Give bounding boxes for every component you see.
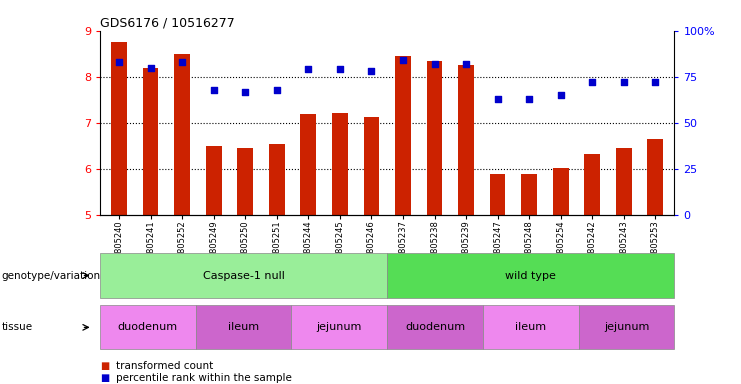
Point xyxy=(176,59,188,65)
Point xyxy=(144,65,156,71)
Text: ileum: ileum xyxy=(515,322,546,333)
Text: jejunum: jejunum xyxy=(316,322,362,333)
Point xyxy=(334,66,346,73)
Point xyxy=(207,87,219,93)
Bar xyxy=(553,168,568,215)
Bar xyxy=(521,174,537,215)
Bar xyxy=(585,154,600,215)
Bar xyxy=(206,146,222,215)
Text: jejunum: jejunum xyxy=(604,322,649,333)
Bar xyxy=(648,139,663,215)
Text: ■: ■ xyxy=(100,373,109,383)
Point xyxy=(428,61,440,67)
Text: Caspase-1 null: Caspase-1 null xyxy=(203,270,285,281)
Text: duodenum: duodenum xyxy=(405,322,465,333)
Bar xyxy=(111,42,127,215)
Text: transformed count: transformed count xyxy=(116,361,213,371)
Text: ■: ■ xyxy=(100,361,109,371)
Point xyxy=(397,57,409,63)
Point xyxy=(113,59,125,65)
Text: GDS6176 / 10516277: GDS6176 / 10516277 xyxy=(100,17,235,30)
Bar xyxy=(458,65,474,215)
Point xyxy=(460,61,472,67)
Point xyxy=(649,79,661,85)
Bar xyxy=(427,61,442,215)
Point xyxy=(523,96,535,102)
Bar xyxy=(395,56,411,215)
Bar xyxy=(269,144,285,215)
Point xyxy=(302,66,314,73)
Point xyxy=(270,87,282,93)
Text: tissue: tissue xyxy=(1,322,33,333)
Text: genotype/variation: genotype/variation xyxy=(1,270,101,281)
Bar xyxy=(364,118,379,215)
Point xyxy=(365,68,377,74)
Point xyxy=(239,88,251,94)
Point xyxy=(586,79,598,85)
Bar xyxy=(237,148,253,215)
Point xyxy=(555,92,567,98)
Text: ileum: ileum xyxy=(228,322,259,333)
Text: percentile rank within the sample: percentile rank within the sample xyxy=(116,373,292,383)
Bar xyxy=(332,113,348,215)
Point xyxy=(618,79,630,85)
Text: duodenum: duodenum xyxy=(118,322,178,333)
Bar xyxy=(490,174,505,215)
Point xyxy=(492,96,504,102)
Bar xyxy=(174,54,190,215)
Text: wild type: wild type xyxy=(505,270,556,281)
Bar xyxy=(300,114,316,215)
Bar xyxy=(616,148,632,215)
Bar xyxy=(142,68,159,215)
